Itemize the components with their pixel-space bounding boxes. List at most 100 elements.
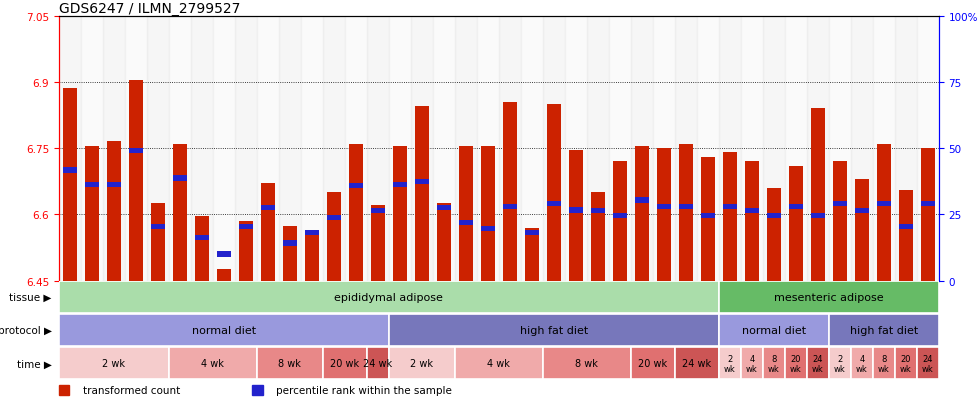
Bar	[305, 230, 318, 236]
Bar	[920, 201, 935, 206]
FancyBboxPatch shape	[675, 348, 719, 379]
Bar	[477, 17, 499, 281]
Bar	[393, 182, 407, 188]
Bar	[591, 193, 605, 281]
Bar	[279, 17, 301, 281]
Bar	[807, 17, 829, 281]
Bar	[701, 157, 715, 281]
Bar	[503, 102, 517, 281]
FancyBboxPatch shape	[762, 348, 785, 379]
Bar	[459, 220, 473, 225]
Bar	[899, 190, 913, 281]
Bar	[326, 193, 341, 281]
Text: high fat diet: high fat diet	[850, 325, 918, 335]
Text: 20
wk: 20 wk	[900, 354, 911, 373]
FancyBboxPatch shape	[829, 315, 939, 346]
FancyBboxPatch shape	[389, 315, 719, 346]
Text: 24
wk: 24 wk	[922, 354, 934, 373]
Bar	[349, 183, 363, 189]
Bar	[415, 107, 429, 281]
Text: 24 wk: 24 wk	[364, 358, 392, 368]
Bar	[480, 147, 495, 281]
Bar	[151, 204, 165, 281]
Bar	[239, 224, 253, 230]
Bar	[895, 17, 917, 281]
Bar	[103, 17, 124, 281]
Bar	[657, 149, 671, 281]
Bar	[459, 147, 473, 281]
Bar	[679, 144, 693, 281]
Text: mesenteric adipose: mesenteric adipose	[774, 292, 884, 302]
Bar	[917, 17, 939, 281]
Bar	[301, 17, 322, 281]
Bar	[564, 17, 587, 281]
Bar	[899, 224, 913, 230]
Text: tissue ▶: tissue ▶	[10, 292, 52, 302]
Bar	[305, 230, 318, 281]
Text: 20
wk: 20 wk	[790, 354, 802, 373]
Bar	[697, 17, 719, 281]
Text: 2
wk: 2 wk	[834, 354, 846, 373]
Bar	[59, 17, 80, 281]
Bar	[657, 204, 671, 209]
Bar	[785, 17, 807, 281]
Bar	[151, 224, 165, 230]
Bar	[326, 216, 341, 221]
Bar	[415, 179, 429, 184]
Bar	[217, 252, 231, 257]
Text: 20 wk: 20 wk	[638, 358, 667, 368]
Bar	[455, 17, 477, 281]
Text: transformed count: transformed count	[82, 385, 179, 395]
Bar	[147, 17, 169, 281]
Text: 2 wk: 2 wk	[411, 358, 433, 368]
Bar	[411, 17, 433, 281]
Bar	[543, 17, 564, 281]
Bar	[741, 17, 762, 281]
Bar	[503, 204, 517, 209]
Bar	[322, 17, 345, 281]
FancyBboxPatch shape	[367, 348, 389, 379]
Bar	[745, 209, 759, 214]
Bar	[389, 17, 411, 281]
FancyBboxPatch shape	[719, 282, 939, 313]
Bar	[833, 201, 847, 206]
Bar	[261, 184, 275, 281]
FancyBboxPatch shape	[719, 348, 741, 379]
Bar	[217, 270, 231, 281]
Bar	[810, 109, 825, 281]
Text: 24
wk: 24 wk	[812, 354, 824, 373]
Bar	[679, 204, 693, 209]
Bar	[345, 17, 367, 281]
Bar	[612, 162, 627, 281]
FancyBboxPatch shape	[719, 315, 829, 346]
Bar	[745, 162, 759, 281]
Bar	[282, 227, 297, 281]
Bar	[829, 17, 851, 281]
Bar	[675, 17, 697, 281]
FancyBboxPatch shape	[59, 282, 719, 313]
Bar	[239, 221, 253, 281]
Bar	[437, 204, 451, 281]
Bar	[568, 208, 583, 213]
Bar	[766, 188, 781, 281]
Bar	[722, 153, 737, 281]
Bar	[920, 149, 935, 281]
FancyBboxPatch shape	[169, 348, 257, 379]
Bar	[107, 182, 121, 188]
FancyBboxPatch shape	[59, 315, 389, 346]
FancyBboxPatch shape	[631, 348, 675, 379]
Bar	[370, 209, 385, 214]
Text: protocol ▶: protocol ▶	[0, 325, 52, 335]
Text: 4 wk: 4 wk	[487, 358, 511, 368]
FancyBboxPatch shape	[741, 348, 762, 379]
Bar	[612, 213, 627, 218]
Bar	[370, 206, 385, 281]
Bar	[63, 89, 77, 281]
Bar	[520, 17, 543, 281]
Bar	[393, 147, 407, 281]
Text: 2
wk: 2 wk	[724, 354, 736, 373]
Bar	[499, 17, 520, 281]
Bar	[810, 213, 825, 218]
Bar	[568, 151, 583, 281]
Text: 8 wk: 8 wk	[575, 358, 598, 368]
